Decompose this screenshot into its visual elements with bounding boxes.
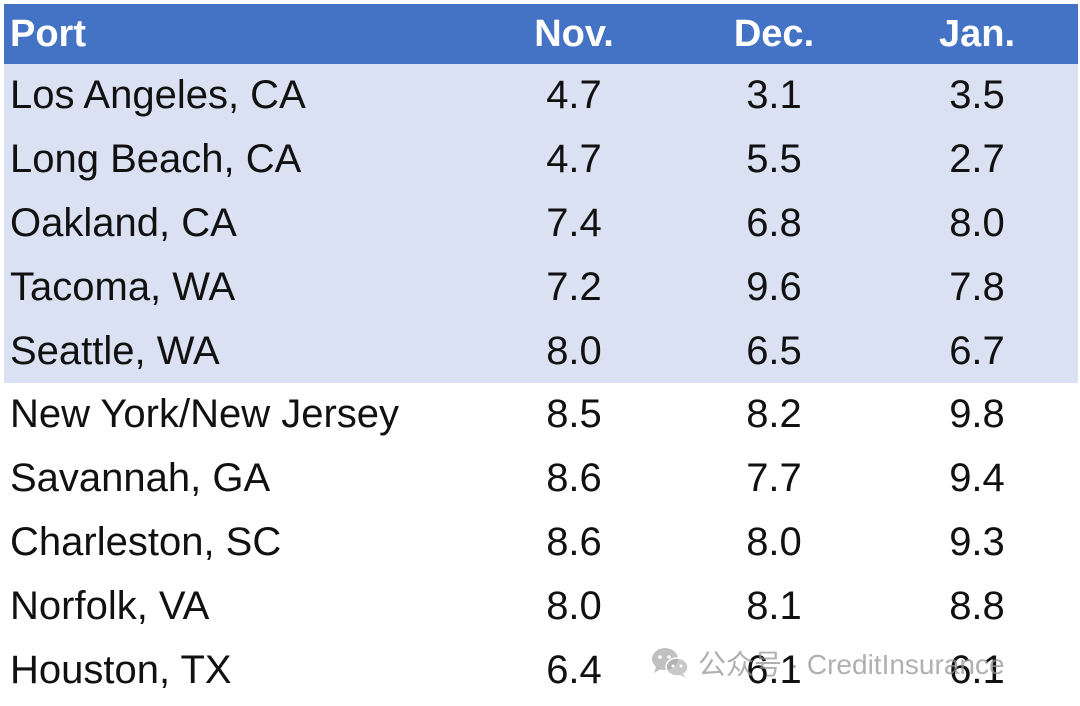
nov-value: 8.5	[546, 392, 602, 437]
table-row: Los Angeles, CA 4.7 3.1 3.5	[4, 64, 1078, 128]
jan-value: 6.7	[949, 328, 1005, 373]
jan-value: 7.8	[949, 264, 1005, 309]
port-table: Port Nov. Dec. Jan. Los Angeles, CA 4.7 3.…	[4, 4, 1078, 702]
port-cell: New York/New Jersey	[10, 392, 400, 437]
table-body: Los Angeles, CA 4.7 3.1 3.5 Long Beach, CA 4.…	[4, 64, 1078, 702]
dec-value: 9.6	[746, 264, 802, 309]
table-row: Houston, TX 6.4 6.1 6.1	[4, 638, 1078, 702]
nov-value: 6.4	[546, 647, 602, 692]
jan-value: 8.0	[949, 200, 1005, 245]
watermark: 公众号 · CreditInsurance	[650, 643, 1005, 683]
port-cell: Seattle, WA	[10, 328, 220, 373]
nov-value: 8.0	[546, 583, 602, 628]
table-row: Savannah, GA 8.6 7.7 9.4	[4, 447, 1078, 511]
jan-value: 8.8	[949, 583, 1005, 628]
nov-value: 8.6	[546, 456, 602, 501]
jan-value: 9.3	[949, 519, 1005, 564]
jan-value: 9.4	[949, 456, 1005, 501]
port-cell: Long Beach, CA	[10, 137, 302, 182]
header-nov: Nov.	[534, 12, 614, 55]
header-dec: Dec.	[733, 12, 815, 55]
port-cell: Oakland, CA	[10, 200, 237, 245]
dec-value: 3.1	[746, 73, 802, 118]
jan-value: 6.1	[949, 647, 1005, 692]
dec-value: 6.1	[746, 647, 802, 692]
dec-value: 8.0	[746, 519, 802, 564]
nov-value: 7.4	[546, 200, 602, 245]
table-row: Tacoma, WA 7.2 9.6 7.8	[4, 255, 1078, 320]
dec-value: 8.1	[746, 583, 802, 628]
dec-value: 6.8	[746, 200, 802, 245]
table-row: Norfolk, VA 8.0 8.1 8.8	[4, 574, 1078, 638]
jan-value: 2.7	[949, 137, 1005, 182]
table-header-row: Port Nov. Dec. Jan.	[4, 4, 1078, 64]
table-row: New York/New Jersey 8.5 8.2 9.8	[4, 383, 1078, 447]
header-port: Port	[10, 12, 86, 55]
nov-value: 4.7	[546, 73, 602, 118]
dec-value: 7.7	[746, 456, 802, 501]
table-row: Long Beach, CA 4.7 5.5 2.7	[4, 127, 1078, 192]
port-cell: Tacoma, WA	[10, 264, 236, 309]
port-cell: Houston, TX	[10, 647, 232, 692]
nov-value: 8.0	[546, 328, 602, 373]
table-row: Seattle, WA 8.0 6.5 6.7	[4, 319, 1078, 383]
nov-value: 8.6	[546, 519, 602, 564]
port-cell: Charleston, SC	[10, 519, 282, 564]
jan-value: 3.5	[949, 73, 1005, 118]
table-row: Charleston, SC 8.6 8.0 9.3	[4, 511, 1078, 575]
dec-value: 5.5	[746, 137, 802, 182]
jan-value: 9.8	[949, 392, 1005, 437]
nov-value: 7.2	[546, 264, 602, 309]
port-cell: Los Angeles, CA	[10, 73, 306, 118]
header-jan: Jan.	[938, 12, 1016, 55]
port-cell: Savannah, GA	[10, 456, 271, 501]
dec-value: 6.5	[746, 328, 802, 373]
dec-value: 8.2	[746, 392, 802, 437]
watermark-text: 公众号 · CreditInsurance	[698, 649, 1005, 680]
wechat-icon	[652, 648, 689, 678]
table-row: Oakland, CA 7.4 6.8 8.0	[4, 191, 1078, 256]
port-cell: Norfolk, VA	[10, 583, 210, 628]
nov-value: 4.7	[546, 137, 602, 182]
